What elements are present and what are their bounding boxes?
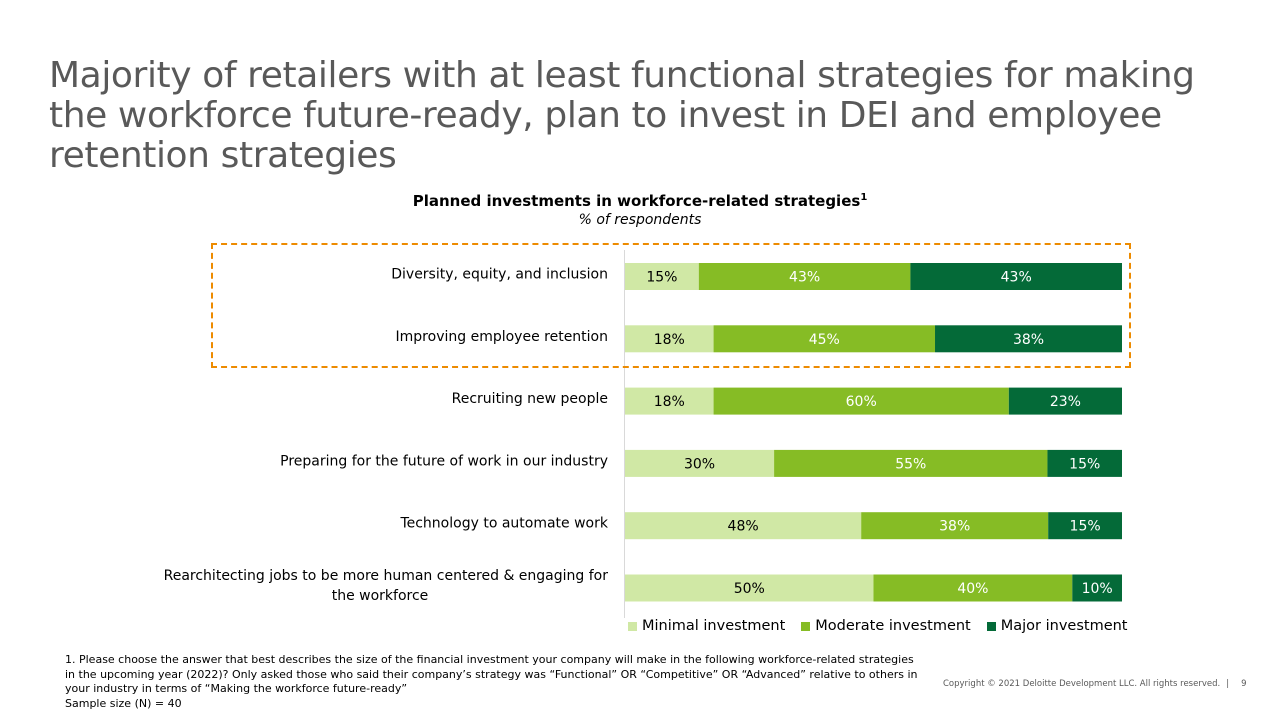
- chart-legend: Minimal investment Moderate investment M…: [628, 618, 1128, 634]
- legend-item-moderate: Moderate investment: [801, 618, 971, 634]
- bar-segment: [774, 449, 1048, 477]
- data-label: 55%: [895, 456, 926, 472]
- footnote-line: your industry in terms of “Making the wo…: [65, 682, 408, 695]
- highlight-box: [211, 243, 1131, 368]
- bar-segment: [625, 512, 862, 540]
- copyright-bar: Copyright © 2021 Deloitte Development LL…: [943, 679, 1247, 689]
- category-label: Preparing for the future of work in our …: [280, 453, 608, 469]
- bar-segment: [861, 512, 1049, 540]
- data-label: 43%: [789, 270, 820, 286]
- bar-segment: [625, 387, 714, 415]
- category-label: Diversity, equity, and inclusion: [391, 267, 608, 283]
- data-label: 30%: [684, 456, 715, 472]
- legend-swatch-moderate: [801, 621, 811, 631]
- bar-segment: [625, 449, 775, 477]
- chart-title: Planned investments in workforce-related…: [340, 192, 940, 210]
- data-label: 15%: [646, 270, 677, 286]
- data-label: 43%: [1001, 270, 1032, 286]
- legend-label-minimal: Minimal investment: [642, 618, 786, 634]
- data-label: 45%: [809, 332, 840, 348]
- category-label: Rearchitecting jobs to be more human cen…: [164, 568, 609, 584]
- data-label: 38%: [1013, 332, 1044, 348]
- bar-segment: [873, 574, 1073, 602]
- bar-segment: [625, 263, 699, 290]
- chart-title-footnote-mark: 1: [860, 192, 868, 203]
- bar-segment: [713, 325, 936, 353]
- data-label: 60%: [846, 394, 877, 410]
- copyright-text: Copyright © 2021 Deloitte Development LL…: [943, 679, 1221, 689]
- bar-segment: [625, 574, 874, 602]
- data-label: 18%: [654, 332, 685, 348]
- footnote-line: in the upcoming year (2022)? Only asked …: [65, 667, 918, 681]
- data-label: 48%: [728, 519, 759, 535]
- bar-segment: [1008, 387, 1122, 415]
- chart-title-text: Planned investments in workforce-related…: [412, 192, 861, 210]
- bar-segment: [698, 263, 911, 290]
- data-label: 23%: [1050, 394, 1081, 410]
- data-label: 10%: [1082, 581, 1113, 597]
- legend-item-minimal: Minimal investment: [628, 618, 785, 634]
- legend-swatch-major: [986, 621, 996, 631]
- footnote-line: 1. Please choose the answer that best de…: [65, 653, 914, 666]
- data-label: 18%: [654, 394, 685, 410]
- legend-swatch-minimal: [628, 621, 637, 631]
- page-title: Majority of retailers with at least func…: [49, 55, 1195, 176]
- chart-subtitle: % of respondents: [578, 212, 702, 228]
- bar-segment: [935, 325, 1122, 353]
- bar-segment: [1072, 574, 1122, 602]
- category-label: Improving employee retention: [396, 329, 608, 345]
- bar-segment: [910, 263, 1122, 290]
- page-number: 9: [1241, 679, 1247, 689]
- bar-segment: [625, 325, 714, 353]
- bar-segment: [713, 387, 1009, 415]
- bar-segment: [1048, 512, 1122, 540]
- category-label: Technology to automate work: [399, 516, 608, 532]
- category-label: the workforce: [332, 588, 429, 604]
- data-label: 15%: [1070, 519, 1101, 535]
- legend-item-major: Major investment: [986, 618, 1128, 634]
- footnote: 1. Please choose the answer that best de…: [65, 653, 925, 711]
- legend-label-major: Major investment: [1000, 618, 1128, 634]
- footnote-sample-size: Sample size (N) = 40: [65, 696, 182, 710]
- separator: |: [1226, 679, 1230, 689]
- data-label: 15%: [1069, 456, 1100, 472]
- bar-segment: [1047, 449, 1122, 477]
- data-label: 38%: [939, 519, 970, 535]
- legend-label-moderate: Moderate investment: [815, 618, 971, 634]
- data-label: 50%: [734, 581, 765, 597]
- data-label: 40%: [957, 581, 988, 597]
- category-label: Recruiting new people: [452, 391, 608, 407]
